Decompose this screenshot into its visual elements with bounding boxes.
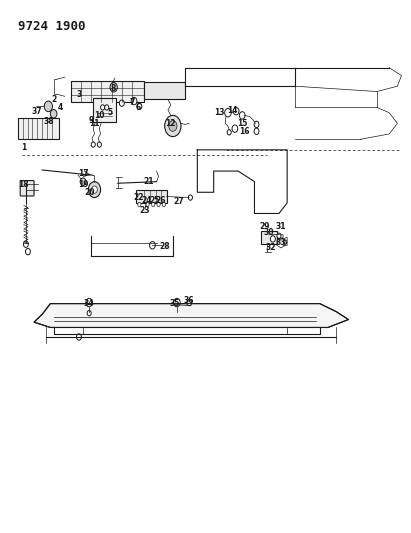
Text: 11: 11 — [89, 119, 100, 128]
Polygon shape — [34, 304, 349, 327]
Text: 37: 37 — [32, 107, 43, 116]
Circle shape — [91, 142, 95, 147]
Circle shape — [137, 103, 142, 110]
Circle shape — [119, 100, 124, 107]
Text: 7: 7 — [129, 98, 135, 107]
Circle shape — [157, 203, 160, 207]
Circle shape — [233, 108, 239, 115]
Text: 1: 1 — [21, 143, 26, 152]
Text: 24: 24 — [141, 196, 152, 205]
Circle shape — [188, 195, 192, 200]
Text: 16: 16 — [239, 127, 249, 136]
Text: 22: 22 — [133, 193, 143, 202]
Text: 10: 10 — [94, 111, 105, 120]
Text: 25: 25 — [149, 196, 159, 205]
Circle shape — [88, 182, 101, 198]
Text: 9: 9 — [89, 116, 94, 125]
Circle shape — [169, 120, 177, 131]
Text: 15: 15 — [237, 119, 247, 128]
Circle shape — [110, 83, 117, 92]
Circle shape — [44, 101, 53, 112]
Circle shape — [76, 334, 81, 340]
Text: 32: 32 — [266, 244, 276, 253]
Text: 18: 18 — [18, 180, 29, 189]
Text: 23: 23 — [139, 206, 150, 215]
Circle shape — [254, 128, 259, 134]
Circle shape — [92, 186, 97, 193]
Circle shape — [225, 109, 231, 117]
Circle shape — [239, 112, 245, 119]
Text: 21: 21 — [143, 177, 154, 186]
Text: 38: 38 — [43, 117, 54, 126]
Text: 12: 12 — [166, 119, 176, 128]
Text: 20: 20 — [84, 188, 95, 197]
Text: 27: 27 — [174, 197, 184, 206]
Circle shape — [146, 203, 149, 207]
Circle shape — [277, 233, 281, 238]
Bar — [93, 99, 115, 122]
Text: 5: 5 — [107, 108, 112, 117]
Bar — [261, 231, 277, 244]
Circle shape — [86, 298, 92, 307]
Text: 26: 26 — [155, 196, 166, 205]
Text: 36: 36 — [184, 296, 194, 305]
Bar — [71, 81, 144, 102]
Text: 6: 6 — [136, 103, 141, 112]
Circle shape — [51, 110, 57, 118]
Text: 34: 34 — [84, 299, 95, 308]
Circle shape — [105, 105, 109, 110]
Bar — [144, 82, 185, 100]
Circle shape — [284, 240, 287, 244]
Circle shape — [25, 248, 30, 255]
Text: 8: 8 — [111, 84, 116, 93]
Text: 17: 17 — [78, 169, 88, 178]
Circle shape — [97, 142, 102, 147]
Text: 28: 28 — [159, 242, 170, 251]
Circle shape — [80, 178, 86, 185]
Circle shape — [150, 241, 155, 249]
Text: 31: 31 — [276, 222, 286, 231]
Circle shape — [87, 311, 91, 316]
Text: 2: 2 — [52, 95, 57, 104]
Circle shape — [23, 241, 28, 247]
Text: 19: 19 — [78, 180, 88, 189]
Text: 13: 13 — [215, 108, 225, 117]
Text: 3: 3 — [76, 90, 81, 99]
Circle shape — [162, 203, 166, 207]
Circle shape — [131, 98, 137, 105]
Text: 29: 29 — [259, 222, 270, 231]
Circle shape — [101, 105, 105, 110]
Circle shape — [152, 203, 155, 207]
Text: 30: 30 — [263, 228, 274, 237]
Text: 9724 1900: 9724 1900 — [18, 20, 85, 33]
Circle shape — [174, 298, 180, 307]
Text: 14: 14 — [227, 106, 237, 115]
Circle shape — [232, 125, 238, 132]
Text: 33: 33 — [276, 238, 286, 247]
Circle shape — [165, 115, 181, 136]
Circle shape — [254, 121, 259, 127]
Bar — [136, 190, 167, 203]
Text: 35: 35 — [170, 299, 180, 308]
FancyBboxPatch shape — [20, 181, 34, 196]
Circle shape — [270, 236, 275, 242]
Circle shape — [138, 203, 141, 207]
Bar — [18, 118, 58, 139]
Text: 4: 4 — [58, 103, 63, 112]
Circle shape — [227, 130, 231, 135]
Circle shape — [106, 106, 111, 113]
Circle shape — [187, 300, 192, 306]
